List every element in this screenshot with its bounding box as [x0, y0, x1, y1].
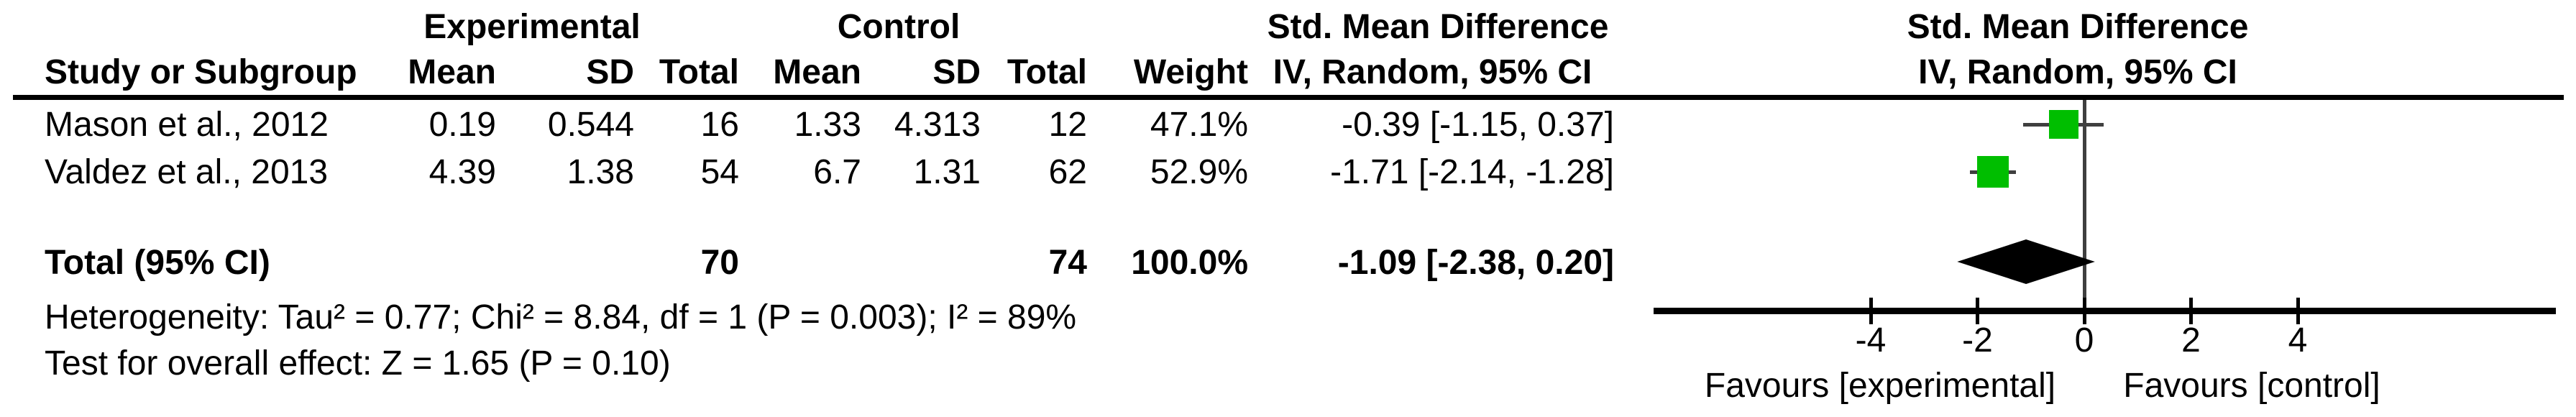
favours-control-label: Favours [control]: [2123, 367, 2380, 405]
study-name: Mason et al., 2012: [45, 106, 329, 144]
column-header-study: Study or Subgroup: [45, 53, 357, 91]
exp-sd-value: 0.544: [547, 106, 634, 144]
effect-estimate-text: -0.39 [-1.15, 0.37]: [1342, 106, 1614, 144]
group-header-smd-text: Std. Mean Difference: [1267, 8, 1609, 46]
study-effect-square: [2048, 109, 2078, 139]
axis-tick: [2296, 298, 2300, 324]
axis-tick-label: 2: [2181, 321, 2201, 359]
ctrl-total-value: 62: [1048, 153, 1087, 191]
axis-tick: [2189, 298, 2193, 324]
column-header-exp-mean: Mean: [408, 53, 496, 91]
axis-tick: [1869, 298, 1873, 324]
exp-total-value: 16: [700, 106, 739, 144]
zero-effect-line: [2083, 100, 2086, 308]
weight-value: 47.1%: [1150, 106, 1248, 144]
axis-tick-label: 0: [2074, 321, 2094, 359]
total-exp-n: 70: [700, 244, 739, 282]
heterogeneity-stats: Heterogeneity: Tau² = 0.77; Chi² = 8.84,…: [45, 298, 1077, 336]
axis-tick-label: -4: [1855, 321, 1887, 359]
total-row: Total (95% CI) 70 74 100.0% -1.09 [-2.38…: [0, 242, 1632, 285]
column-header-row: Study or Subgroup Mean SD Total Mean SD …: [0, 51, 1632, 94]
axis-tick-label: -2: [1962, 321, 1993, 359]
weight-value: 52.9%: [1150, 153, 1248, 191]
column-header-exp-sd: SD: [586, 53, 634, 91]
column-header-ctrl-total: Total: [1007, 53, 1087, 91]
exp-sd-value: 1.38: [567, 153, 634, 191]
study-name: Valdez et al., 2013: [45, 153, 329, 191]
ctrl-mean-value: 1.33: [794, 106, 861, 144]
column-header-exp-total: Total: [659, 53, 739, 91]
total-effect-text: -1.09 [-2.38, 0.20]: [1337, 244, 1614, 282]
ctrl-sd-value: 4.313: [894, 106, 981, 144]
total-label: Total (95% CI): [45, 244, 270, 282]
group-header-experimental: Experimental: [423, 8, 641, 46]
exp-mean-value: 0.19: [428, 106, 496, 144]
overall-effect-test: Test for overall effect: Z = 1.65 (P = 0…: [45, 344, 671, 382]
column-header-ci-text: IV, Random, 95% CI: [1273, 53, 1592, 91]
group-header-control: Control: [837, 8, 961, 46]
table-row: Valdez et al., 2013 4.39 1.38 54 6.7 1.3…: [0, 151, 1632, 194]
column-header-ctrl-sd: SD: [932, 53, 981, 91]
header-separator-line: [13, 95, 2564, 100]
column-header-ctrl-mean: Mean: [773, 53, 861, 91]
group-header-smd-plot: Std. Mean Difference: [1907, 8, 2249, 46]
total-weight: 100.0%: [1131, 244, 1248, 282]
axis-tick: [2082, 298, 2086, 324]
table-row: Mason et al., 2012 0.19 0.544 16 1.33 4.…: [0, 104, 1632, 147]
total-ctrl-n: 74: [1048, 244, 1087, 282]
axis-tick: [1976, 298, 1979, 324]
x-axis-line: [1654, 308, 2556, 314]
ctrl-total-value: 12: [1048, 106, 1087, 144]
ctrl-mean-value: 6.7: [813, 153, 861, 191]
group-header-row: Experimental Control Std. Mean Differenc…: [0, 6, 1632, 49]
exp-total-value: 54: [700, 153, 739, 191]
column-header-ci-plot: IV, Random, 95% CI: [1918, 53, 2237, 91]
ctrl-sd-value: 1.31: [913, 153, 981, 191]
column-header-weight: Weight: [1133, 53, 1248, 91]
study-effect-square: [1977, 156, 2009, 188]
exp-mean-value: 4.39: [428, 153, 496, 191]
axis-tick-label: 4: [2288, 321, 2308, 359]
effect-estimate-text: -1.71 [-2.14, -1.28]: [1330, 153, 1614, 191]
favours-experimental-label: Favours [experimental]: [1704, 367, 2056, 405]
